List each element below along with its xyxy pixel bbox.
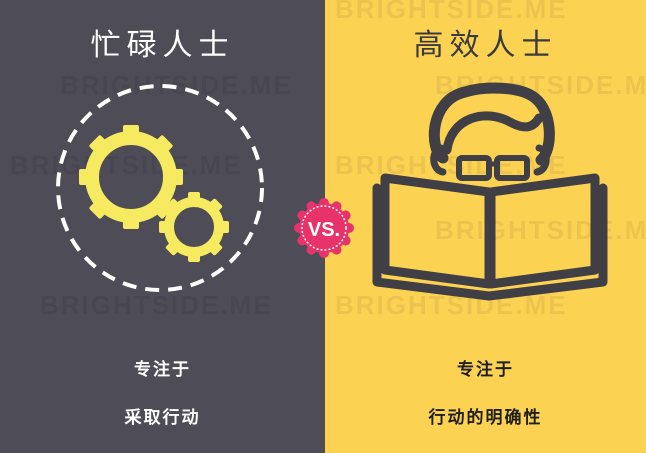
left-panel: BRIGHTSIDE.ME BRIGHTSIDE.ME BRIGHTSIDE.M… (0, 0, 325, 453)
dashed-circle (56, 84, 264, 292)
left-caption-line1: 专注于 (134, 360, 191, 380)
reading-person-icon (372, 82, 608, 301)
gears-icon (56, 84, 264, 292)
vs-label: VS. (308, 219, 340, 241)
small-gear-icon (159, 192, 229, 262)
right-caption-line1: 专注于 (457, 360, 514, 380)
book-icon (380, 173, 494, 289)
right-panel: BRIGHTSIDE.ME BRIGHTSIDE.ME BRIGHTSIDE.M… (325, 0, 646, 453)
right-title: 高效人士 (413, 28, 558, 63)
right-caption-line2: 行动的明确性 (428, 408, 543, 428)
left-title: 忙碌人士 (90, 28, 235, 63)
large-gear-icon (79, 125, 183, 229)
vs-badge: VS. (293, 197, 355, 259)
glasses-icon (456, 155, 492, 181)
hair-outline (428, 82, 555, 166)
left-caption-line2: 采取行动 (124, 408, 201, 428)
